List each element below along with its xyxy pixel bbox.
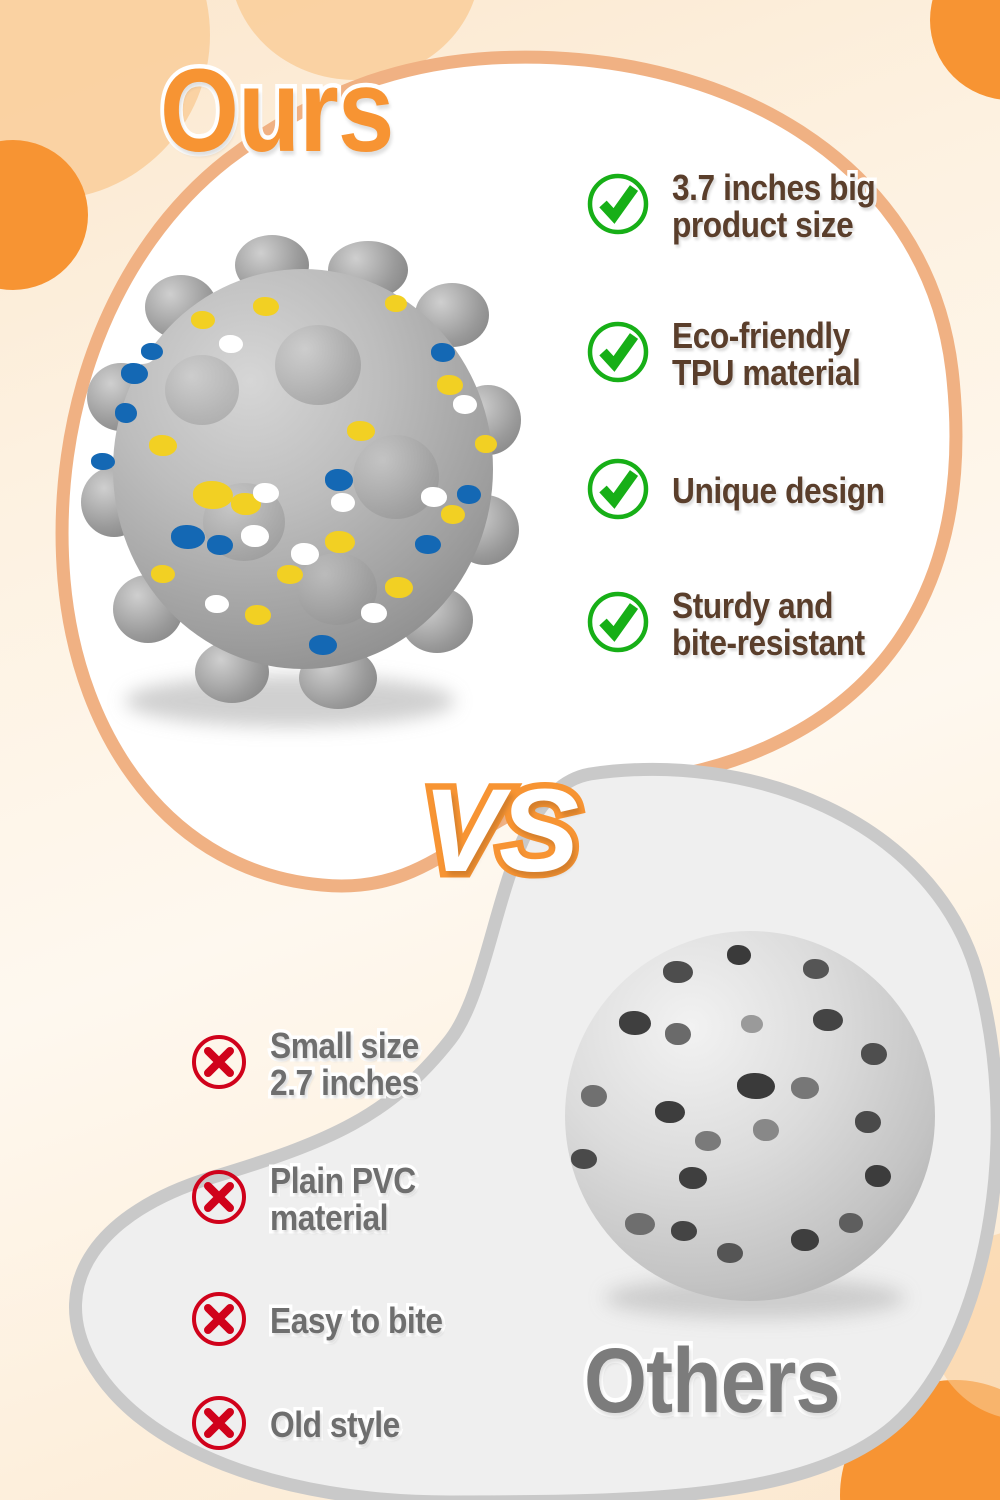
pros-item-1: Eco-friendly TPU material — [584, 314, 886, 395]
ours-product-image — [81, 235, 525, 735]
others-title: Others — [580, 1330, 844, 1432]
ours-product-shadow — [125, 675, 455, 727]
check-circle-icon — [584, 318, 652, 391]
others-product-image — [555, 925, 945, 1319]
cons-item-3: Old style — [188, 1392, 418, 1459]
pros-item-2: Unique design — [584, 455, 914, 528]
cons-item-label: Easy to bite — [267, 1299, 446, 1342]
check-circle-icon — [584, 170, 652, 243]
ours-title: Ours — [156, 45, 398, 177]
pros-item-label: Eco-friendly TPU material — [669, 314, 864, 395]
deco-circle-orange-top-right — [930, 0, 1000, 100]
vs-label: VS — [416, 765, 586, 897]
pros-item-label: Unique design — [669, 469, 888, 512]
cross-circle-icon — [188, 1031, 250, 1098]
check-circle-icon — [584, 455, 652, 528]
cons-item-1: Plain PVC material — [188, 1159, 436, 1240]
cross-circle-icon — [188, 1166, 250, 1233]
pros-item-0: 3.7 inches big product size — [584, 166, 903, 247]
check-circle-icon — [584, 588, 652, 661]
cross-circle-icon — [188, 1392, 250, 1459]
cons-item-label: Plain PVC material — [267, 1159, 419, 1240]
cross-circle-icon — [188, 1288, 250, 1355]
deco-circle-orange-bottom-right — [840, 1380, 1000, 1500]
cons-item-0: Small size 2.7 inches — [188, 1024, 439, 1105]
cons-item-label: Small size 2.7 inches — [267, 1024, 422, 1105]
deco-circle-orange-left — [0, 140, 88, 290]
cons-item-2: Easy to bite — [188, 1288, 466, 1355]
pros-item-label: 3.7 inches big product size — [669, 166, 879, 247]
pros-item-3: Sturdy and bite-resistant — [584, 584, 891, 665]
pros-item-label: Sturdy and bite-resistant — [669, 584, 868, 665]
cons-item-label: Old style — [267, 1403, 403, 1446]
